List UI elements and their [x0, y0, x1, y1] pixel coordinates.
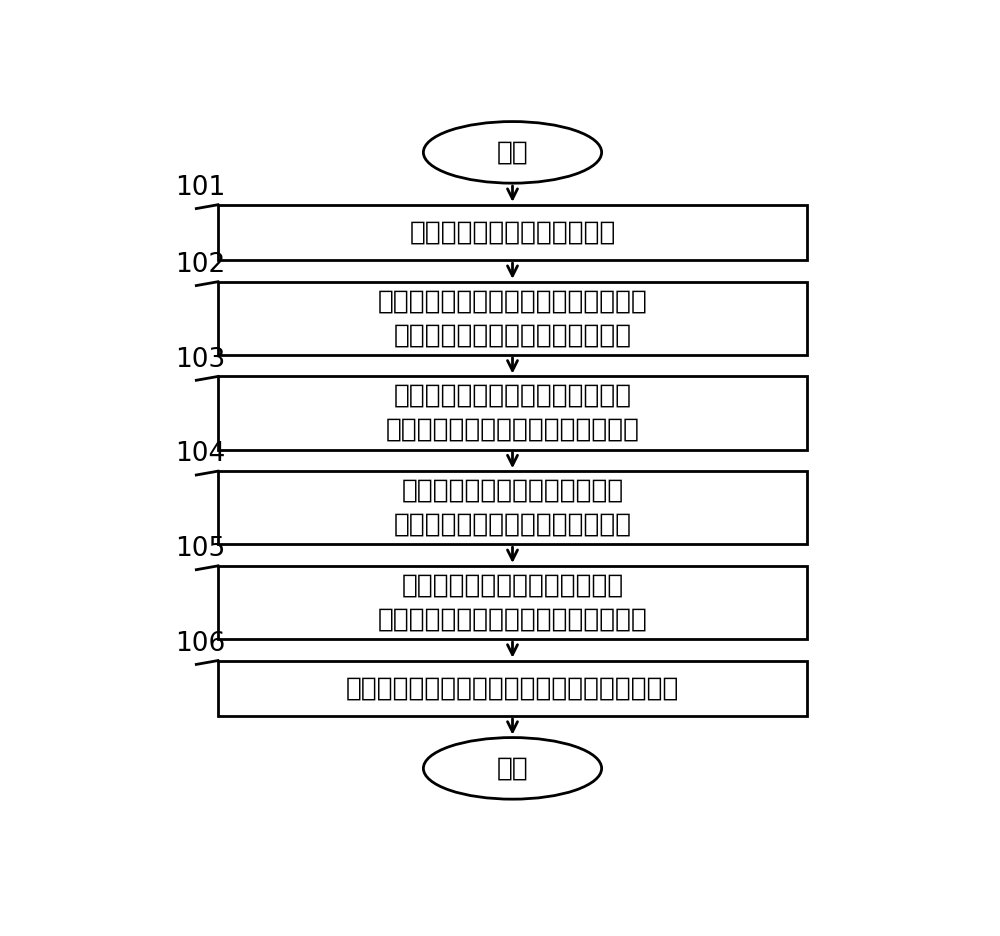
Text: 提供一感光间隙件，感光间隙件设于导电膜层上: 提供一感光间隙件，感光间隙件设于导电膜层上	[346, 675, 679, 701]
FancyBboxPatch shape	[218, 566, 807, 639]
Text: 106: 106	[175, 631, 226, 657]
FancyBboxPatch shape	[218, 282, 807, 355]
Ellipse shape	[423, 122, 602, 183]
Text: 103: 103	[175, 346, 226, 373]
Text: 提供一导电膜层，导电膜层覆盖
滤光膜层、另一部分金属走线和遮光层: 提供一导电膜层，导电膜层覆盖 滤光膜层、另一部分金属走线和遮光层	[378, 573, 647, 633]
Text: 102: 102	[175, 252, 226, 278]
Text: 101: 101	[175, 175, 226, 201]
FancyBboxPatch shape	[218, 471, 807, 545]
FancyBboxPatch shape	[218, 376, 807, 449]
Text: 提供多个金属走线，多个金属走线
设于遮光区之上，且不覆盖多个空孔: 提供多个金属走线，多个金属走线 设于遮光区之上，且不覆盖多个空孔	[386, 383, 640, 443]
Text: 提供一滤光膜层，滤光膜层设于
遮光层和其中一部分金属走线之上: 提供一滤光膜层，滤光膜层设于 遮光层和其中一部分金属走线之上	[393, 477, 632, 537]
Ellipse shape	[423, 738, 602, 799]
FancyBboxPatch shape	[218, 205, 807, 260]
Text: 105: 105	[175, 536, 226, 562]
Text: 提供一基层，基层包括一内侧: 提供一基层，基层包括一内侧	[409, 219, 616, 245]
Text: 开始: 开始	[497, 139, 528, 166]
Text: 104: 104	[175, 441, 226, 467]
FancyBboxPatch shape	[218, 661, 807, 716]
Text: 提供一遮光层，遮光层设于内侧之上，
且遮光层包括一遮光区和多个空孔: 提供一遮光层，遮光层设于内侧之上， 且遮光层包括一遮光区和多个空孔	[378, 288, 647, 348]
Text: 结束: 结束	[497, 755, 528, 782]
